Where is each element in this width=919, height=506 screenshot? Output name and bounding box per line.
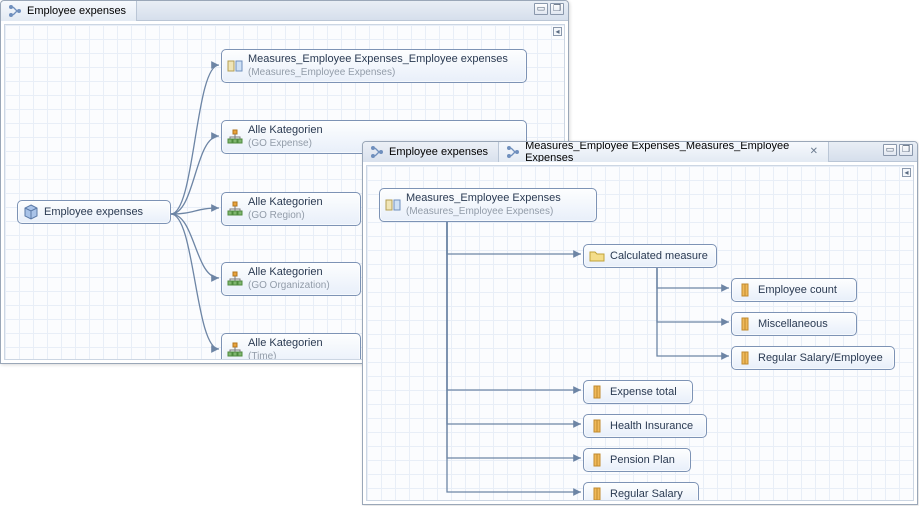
node-sublabel: (GO Expense)	[248, 137, 323, 150]
node-label: Pension Plan	[610, 454, 675, 467]
node-calc-child-2[interactable]: Regular Salary/Employee	[731, 346, 895, 370]
node-child-2[interactable]: Alle Kategorien(GO Region)	[221, 192, 361, 226]
minimize-button[interactable]: ▭	[534, 3, 548, 15]
node-calc-child-1[interactable]: Miscellaneous	[731, 312, 857, 336]
node-label: Regular Salary	[610, 488, 683, 501]
node-sublabel: (Measures_Employee Expenses)	[248, 66, 508, 79]
node-label: Alle Kategorien	[248, 124, 323, 137]
node-label: Calculated measure	[610, 250, 708, 263]
node-sublabel: (Measures_Employee Expenses)	[406, 205, 561, 218]
node-label: Employee count	[758, 284, 837, 297]
tab-label: Employee expenses	[27, 5, 126, 17]
node-calculated-measure[interactable]: Calculated measure	[583, 244, 717, 268]
node-root-employee-expenses[interactable]: Employee expenses	[17, 200, 171, 224]
node-label: Measures_Employee Expenses_Employee expe…	[248, 53, 508, 66]
tree-icon	[505, 144, 521, 160]
measure-icon	[589, 486, 605, 501]
window-measures-employee-expenses: Employee expenses Measures_Employee Expe…	[362, 141, 918, 505]
hierarchy-icon	[227, 271, 243, 287]
measure-icon	[589, 384, 605, 400]
titlebar: Employee expenses ▭ ❐	[1, 1, 568, 21]
node-calc-child-0[interactable]: Employee count	[731, 278, 857, 302]
tree-icon	[369, 144, 385, 160]
node-label: Employee expenses	[44, 206, 143, 219]
node-label: Health Insurance	[610, 420, 693, 433]
node-label: Regular Salary/Employee	[758, 352, 883, 365]
measure-icon	[589, 418, 605, 434]
node-sibling-1[interactable]: Health Insurance	[583, 414, 707, 438]
hierarchy-icon	[227, 201, 243, 217]
close-icon[interactable]: ✕	[810, 146, 818, 157]
node-label: Expense total	[610, 386, 677, 399]
node-child-3[interactable]: Alle Kategorien(GO Organization)	[221, 262, 361, 296]
measure-icon	[737, 316, 753, 332]
dimension-icon	[385, 197, 401, 213]
node-label: Alle Kategorien	[248, 266, 330, 279]
node-label: Measures_Employee Expenses	[406, 192, 561, 205]
folder-icon	[589, 248, 605, 264]
tab-label: Employee expenses	[389, 146, 488, 158]
hierarchy-icon	[227, 342, 243, 358]
node-sibling-2[interactable]: Pension Plan	[583, 448, 691, 472]
cube-icon	[23, 204, 39, 220]
window-controls: ▭ ❐	[883, 144, 913, 156]
dimension-icon	[227, 58, 243, 74]
minimize-button[interactable]: ▭	[883, 144, 897, 156]
measure-icon	[737, 350, 753, 366]
node-child-4[interactable]: Alle Kategorien(Time)	[221, 333, 361, 360]
tab-employee-expenses[interactable]: Employee expenses	[1, 1, 137, 21]
tab-label: Measures_Employee Expenses_Measures_Empl…	[525, 142, 802, 162]
node-label: Alle Kategorien	[248, 196, 323, 209]
node-root-measures[interactable]: Measures_Employee Expenses (Measures_Emp…	[379, 188, 597, 222]
titlebar: Employee expenses Measures_Employee Expe…	[363, 142, 917, 162]
tab-employee-expenses[interactable]: Employee expenses	[363, 142, 499, 162]
collapse-handle[interactable]: ◂	[902, 168, 911, 177]
diagram-canvas-2[interactable]: ◂ Measures_Employee Expenses (Measures_E…	[366, 165, 914, 501]
node-sublabel: (GO Organization)	[248, 279, 330, 292]
node-label: Alle Kategorien	[248, 337, 323, 350]
node-sublabel: (GO Region)	[248, 209, 323, 222]
tab-measures-employee-expenses[interactable]: Measures_Employee Expenses_Measures_Empl…	[499, 142, 829, 162]
maximize-button[interactable]: ❐	[899, 144, 913, 156]
collapse-handle[interactable]: ◂	[553, 27, 562, 36]
measure-icon	[589, 452, 605, 468]
node-label: Miscellaneous	[758, 318, 828, 331]
measure-icon	[737, 282, 753, 298]
window-controls: ▭ ❐	[534, 3, 564, 15]
node-sibling-0[interactable]: Expense total	[583, 380, 693, 404]
hierarchy-icon	[227, 129, 243, 145]
node-sublabel: (Time)	[248, 350, 323, 360]
tree-icon	[7, 3, 23, 19]
node-sibling-3[interactable]: Regular Salary	[583, 482, 699, 501]
node-child-0[interactable]: Measures_Employee Expenses_Employee expe…	[221, 49, 527, 83]
maximize-button[interactable]: ❐	[550, 3, 564, 15]
